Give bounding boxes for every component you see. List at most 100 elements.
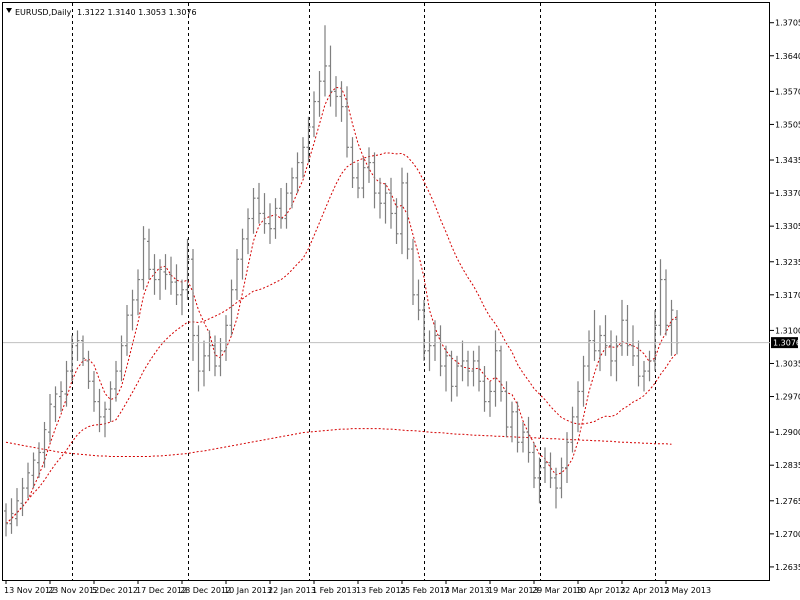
ohlc-bar <box>301 137 305 178</box>
ohlc-bar <box>273 198 278 239</box>
ohlc-bar <box>136 269 140 316</box>
ohlc-bar <box>312 91 316 138</box>
time-tick-label: 19 Mar 2013 <box>488 586 539 595</box>
ohlc-bar <box>86 350 91 389</box>
ohlc-bar <box>449 350 454 402</box>
ohlc-bar <box>125 304 129 356</box>
ohlc-bar <box>257 182 261 224</box>
ohlc-bar <box>169 256 173 295</box>
ohlc-bar <box>548 452 553 489</box>
price-tick-label: 1.3435 <box>775 156 800 165</box>
ohlc-bar <box>141 226 146 290</box>
price-tick-label: 1.2900 <box>775 428 800 437</box>
price-tick-label: 1.3235 <box>775 258 800 267</box>
ohlc-bar <box>64 360 69 407</box>
time-tick-label: 1 Feb 2013 <box>312 586 357 595</box>
ohlc-bar <box>345 86 349 158</box>
moving-average-line-89 <box>5 428 672 457</box>
ohlc-bar <box>356 162 360 199</box>
time-tick-label: 2 May 2013 <box>664 586 711 595</box>
ohlc-bar <box>279 188 283 229</box>
ohlc-bar <box>26 462 30 499</box>
ohlc-bar <box>482 366 487 412</box>
ohlc-bar <box>246 208 250 255</box>
price-tick-label: 1.2635 <box>775 563 800 572</box>
ohlc-bar <box>493 330 498 407</box>
current-price-box <box>771 337 798 349</box>
ohlc-bar <box>504 381 509 438</box>
ohlc-bar <box>290 167 294 209</box>
ohlc-bar <box>295 152 300 194</box>
ohlc-bar <box>389 177 393 229</box>
ohlc-bar <box>152 254 157 295</box>
time-tick-label: 29 Mar 2013 <box>532 586 583 595</box>
ohlc-bar <box>196 325 201 392</box>
ohlc-bar <box>510 401 514 443</box>
ohlc-bar <box>543 447 547 483</box>
time-tick-label: 10 Apr 2013 <box>576 586 625 595</box>
price-tick-label: 1.2765 <box>775 497 800 506</box>
price-tick-label: 1.3170 <box>775 291 800 300</box>
ohlc-bar <box>378 177 382 219</box>
ohlc-bar <box>438 325 443 377</box>
ohlc-bar <box>53 386 58 422</box>
ohlc-bar <box>603 315 608 356</box>
collapse-triangle-icon[interactable] <box>6 8 12 13</box>
ohlc-bar <box>158 259 162 300</box>
time-tick-label: 22 Jan 2013 <box>268 586 316 595</box>
ohlc-bar <box>31 452 36 489</box>
ohlc-bar <box>235 249 239 300</box>
ohlc-bar <box>570 406 575 453</box>
ohlc-bar <box>268 203 272 244</box>
ohlc-bar <box>4 503 8 537</box>
ohlc-bar <box>433 320 437 361</box>
ohlc-bar <box>422 299 426 361</box>
ohlc-bar <box>202 340 206 387</box>
ohlc-bar <box>581 355 586 407</box>
ohlc-bar <box>416 279 421 321</box>
time-tick-label: 13 Nov 2012 <box>4 586 55 595</box>
ohlc-bar <box>499 345 503 402</box>
ohlc-bar <box>636 340 641 387</box>
ohlc-bar <box>323 25 327 97</box>
ohlc-bar <box>163 254 168 290</box>
ohlc-bar <box>147 228 151 280</box>
price-tick-label: 1.3640 <box>775 52 800 61</box>
ohlc-bar <box>317 71 322 117</box>
ohlc-bar <box>108 381 113 422</box>
ohlc-bar <box>554 467 558 509</box>
time-tick-label: 28 Dec 2012 <box>180 586 231 595</box>
ohlc-bar <box>15 488 19 527</box>
ohlc-bar <box>405 172 410 260</box>
ohlc-bar <box>306 116 311 163</box>
ohlc-bar <box>532 442 536 489</box>
time-tick-label: 5 Dec 2012 <box>92 586 138 595</box>
ohlc-bar <box>609 330 613 377</box>
ohlc-bar <box>411 238 415 305</box>
ohlc-bar <box>455 355 459 397</box>
ohlc-bar <box>537 457 542 504</box>
price-tick-label: 1.2700 <box>775 530 800 539</box>
ohlc-bar <box>114 360 118 402</box>
price-tick-label: 1.3570 <box>775 87 800 96</box>
ohlc-bar <box>119 335 124 382</box>
ohlc-bar <box>653 310 657 372</box>
ohlc-bar <box>625 304 630 356</box>
price-axis: 1.3705 1.3640 1.3570 1.3505 1.3435 1.3370 1.33… <box>770 19 800 572</box>
current-price-label: 1.3076 <box>771 337 800 349</box>
ohlc-bar <box>180 279 184 316</box>
ohlc-bar <box>515 401 520 453</box>
ohlc-bar <box>372 152 377 209</box>
price-tick-label: 1.3305 <box>775 222 800 231</box>
time-tick-label: 22 Apr 2013 <box>620 586 669 595</box>
ohlc-bar <box>444 345 448 392</box>
ohlc-bar <box>471 350 476 387</box>
ohlc-bar <box>207 330 212 372</box>
ohlc-bar <box>174 264 179 305</box>
ohlc-bar <box>427 330 432 372</box>
ohlc-bar <box>598 325 602 372</box>
ohlc-bar <box>218 338 223 377</box>
price-tick-label: 1.3705 <box>775 19 800 28</box>
